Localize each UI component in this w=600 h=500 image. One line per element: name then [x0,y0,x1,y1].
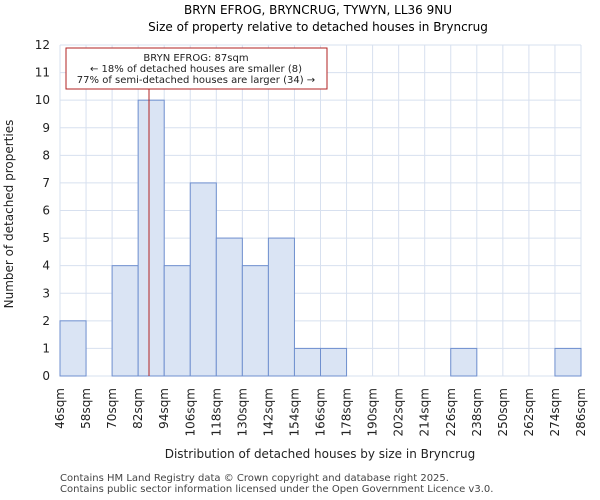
bar-70sqm [111,265,139,377]
x-tick-label: 274sqm [548,388,562,436]
bars [59,99,582,377]
x-tick-label: 214sqm [418,388,432,436]
bar-106sqm [189,182,217,377]
y-tick-label: 2 [42,314,50,328]
y-tick-label: 12 [35,38,50,52]
x-tick-label: 46sqm [53,388,67,429]
y-axis-label: Number of detached properties [2,120,16,309]
annotation-line-1: BRYN EFROG: 87sqm [143,53,248,64]
bar-94sqm [163,265,191,377]
y-tick-label: 4 [42,259,50,273]
bar-142sqm [267,237,295,377]
annotation-box [65,47,328,90]
bar-274sqm [554,347,582,377]
x-axis-ticks: 46sqm 58sqm 70sqm 82sqm 94sqm 106sqm 118sqm 130… [53,388,588,436]
x-tick-label: 262sqm [522,388,536,436]
footer-line-2: Contains public sector information licen… [60,484,494,495]
y-tick-label: 3 [42,286,50,300]
x-tick-label: 166sqm [314,388,328,436]
x-tick-label: 70sqm [105,388,119,429]
x-tick-label: 250sqm [496,388,510,436]
y-tick-label: 6 [42,204,50,218]
footer-line-1: Contains HM Land Registry data © Crown c… [60,473,449,484]
chart-title: BRYN EFROG, BRYNCRUG, TYWYN, LL36 9NU [184,3,452,17]
x-tick-label: 118sqm [209,388,223,436]
x-tick-label: 106sqm [183,388,197,436]
bar-130sqm [241,265,269,377]
x-axis-label: Distribution of detached houses by size … [165,447,476,461]
y-tick-label: 7 [42,176,50,190]
bar-118sqm [215,237,243,377]
y-tick-label: 8 [42,148,50,162]
x-tick-label: 286sqm [574,388,588,436]
x-tick-label: 238sqm [470,388,484,436]
bar-166sqm [320,347,348,377]
bar-154sqm [293,347,322,377]
annotation-line-2: ← 18% of detached houses are smaller (8) [90,64,302,75]
bar-82sqm [137,99,165,377]
y-tick-label: 0 [42,369,50,383]
x-tick-label: 94sqm [157,388,171,429]
chart-subtitle: Size of property relative to detached ho… [148,20,488,34]
annotation-line-3: 77% of semi-detached houses are larger (… [77,75,315,86]
x-tick-label: 82sqm [131,388,145,429]
y-tick-label: 10 [35,93,50,107]
x-tick-label: 202sqm [392,388,406,436]
bar-46sqm [59,320,87,377]
y-tick-label: 9 [42,121,50,135]
annotation: BRYN EFROG: 87sqm ← 18% of detached hous… [65,47,328,90]
y-tick-label: 5 [42,231,50,245]
x-tick-label: 142sqm [261,388,275,436]
y-tick-label: 1 [42,341,50,355]
x-tick-label: 178sqm [340,388,354,436]
y-tick-label: 11 [35,66,50,80]
x-tick-label: 58sqm [79,388,93,429]
x-tick-label: 154sqm [287,388,301,436]
x-tick-label: 226sqm [444,388,458,436]
x-tick-label: 190sqm [366,388,380,436]
bar-226sqm [450,347,478,377]
x-tick-label: 130sqm [235,388,249,436]
